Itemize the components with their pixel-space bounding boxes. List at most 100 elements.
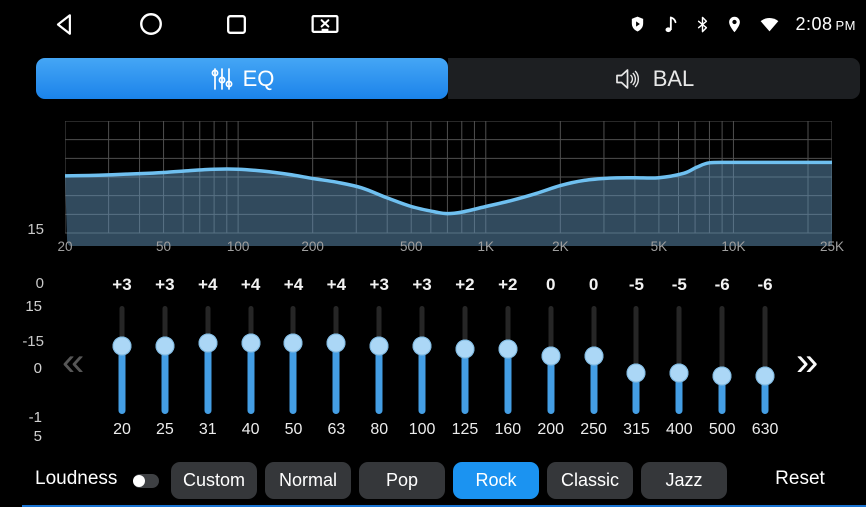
clock: 2:08 PM	[795, 14, 856, 35]
eq-band-knob-100[interactable]	[412, 336, 432, 356]
chart-x-tick: 10K	[721, 239, 746, 254]
chart-x-tick: 25K	[819, 239, 845, 254]
band-frequency-label: 200	[537, 421, 565, 438]
band-frequency-label: 160	[494, 421, 522, 438]
slider-fill	[504, 349, 512, 414]
eq-curve-fill	[65, 162, 832, 246]
eq-band-knob-250[interactable]	[584, 346, 604, 366]
preset-button-custom[interactable]: Custom	[171, 462, 257, 499]
eq-band-knob-50[interactable]	[283, 333, 303, 353]
tab-bal[interactable]: BAL	[448, 58, 860, 99]
chart-y-tick: 15	[27, 221, 44, 238]
eq-band-slider-25[interactable]	[143, 306, 187, 414]
band-gain-value: -5	[671, 275, 687, 294]
eq-band-knob-400[interactable]	[669, 363, 689, 383]
band-gain-value: +4	[198, 275, 218, 294]
status-bar: 2:08 PM	[0, 0, 866, 48]
band-frequency-label: 50	[284, 421, 303, 438]
eq-band-slider-160[interactable]	[486, 306, 530, 414]
preset-button-pop[interactable]: Pop	[359, 462, 445, 499]
eq-curve	[65, 121, 832, 246]
slider-fill	[418, 346, 426, 414]
slider-fill	[332, 342, 340, 414]
eq-band-knob-160[interactable]	[498, 339, 518, 359]
page-left-chevron-icon[interactable]: «	[62, 340, 85, 384]
music-note-icon	[660, 14, 680, 35]
preset-button-normal[interactable]: Normal	[265, 462, 351, 499]
band-gain-value: +4	[326, 275, 347, 294]
band-gain-value: +3	[112, 275, 132, 294]
band-frequency-label: 500	[708, 421, 736, 438]
eq-band-slider-80[interactable]	[357, 306, 401, 414]
band-gain-value: +3	[412, 275, 432, 294]
eq-band-knob-630[interactable]	[755, 366, 775, 386]
chart-x-tick: 5K	[650, 239, 668, 254]
eq-band-slider-400[interactable]	[657, 306, 701, 414]
wifi-icon	[758, 14, 781, 34]
eq-band-slider-40[interactable]	[229, 306, 273, 414]
screen-off-icon[interactable]	[309, 11, 341, 38]
eq-band-slider-20[interactable]	[100, 306, 144, 414]
chart-x-tick: 200	[301, 239, 324, 254]
home-icon[interactable]	[138, 11, 164, 37]
eq-band-slider-63[interactable]	[314, 306, 358, 414]
chart-x-tick: 100	[226, 239, 250, 254]
chart-y-tick: 0	[35, 275, 44, 292]
band-frequency-label: 31	[198, 421, 217, 438]
eq-band-knob-125[interactable]	[455, 339, 475, 359]
reset-button[interactable]: Reset	[775, 468, 825, 489]
eq-band-knob-63[interactable]	[326, 333, 346, 353]
preset-button-rock[interactable]: Rock	[453, 462, 539, 499]
chart-x-tick: 500	[399, 239, 423, 254]
eq-band-slider-315[interactable]	[614, 306, 658, 414]
slider-fill	[461, 349, 469, 414]
eq-band-knob-315[interactable]	[626, 363, 646, 383]
chart-x-tick: 2K	[552, 239, 569, 254]
recents-icon[interactable]	[224, 12, 249, 37]
slider-rail	[719, 306, 725, 414]
tab-eq[interactable]: EQ	[36, 58, 448, 99]
band-frequency-label: 20	[113, 421, 131, 438]
chart-y-tick: -15	[22, 333, 44, 350]
eq-band-knob-31[interactable]	[198, 333, 218, 353]
band-frequency-label: 250	[580, 421, 607, 438]
eq-band-slider-200[interactable]	[529, 306, 573, 414]
eq-band-knob-25[interactable]	[155, 336, 175, 356]
eq-band-slider-630[interactable]	[743, 306, 787, 414]
page-right-chevron-icon[interactable]: »	[796, 340, 819, 384]
slider-fill	[632, 372, 640, 414]
slider-fill	[118, 346, 126, 414]
back-icon[interactable]	[52, 11, 78, 38]
eq-band-slider-250[interactable]	[572, 306, 616, 414]
slider-fill	[761, 376, 769, 414]
preset-button-jazz[interactable]: Jazz	[641, 462, 727, 499]
eq-band-knob-80[interactable]	[369, 336, 389, 356]
slider-rail	[633, 306, 639, 414]
status-indicators: 2:08 PM	[629, 0, 856, 48]
eq-band-slider-100[interactable]	[400, 306, 444, 414]
eq-band-knob-40[interactable]	[241, 333, 261, 353]
eq-band-slider-500[interactable]	[700, 306, 744, 414]
eq-band-knob-20[interactable]	[112, 336, 132, 356]
speaker-icon	[614, 66, 644, 92]
slider-fill	[204, 342, 212, 414]
tab-bar: EQ BAL	[36, 58, 860, 99]
footer-bar: Loudness Custom Normal Pop Rock Classic Jazz …	[0, 459, 866, 503]
slider-rail	[762, 306, 768, 414]
chart-x-tick: 50	[156, 239, 172, 254]
eq-band-slider-31[interactable]	[186, 306, 230, 414]
clock-meridiem: PM	[835, 17, 856, 33]
eq-band-knob-200[interactable]	[541, 346, 561, 366]
band-gain-value: +4	[240, 275, 261, 294]
band-frequency-label: 25	[155, 421, 174, 438]
eq-band-slider-50[interactable]	[271, 306, 315, 414]
slider-scale-zero: 0	[33, 360, 42, 377]
band-frequency-label: 400	[665, 421, 693, 438]
band-gain-value: -5	[628, 275, 644, 294]
eq-band-knob-500[interactable]	[712, 366, 732, 386]
loudness-toggle[interactable]	[133, 474, 159, 488]
band-gain-value: +4	[283, 275, 304, 294]
eq-band-slider-125[interactable]	[443, 306, 487, 414]
clock-time: 2:08	[795, 13, 833, 34]
preset-button-classic[interactable]: Classic	[547, 462, 633, 499]
